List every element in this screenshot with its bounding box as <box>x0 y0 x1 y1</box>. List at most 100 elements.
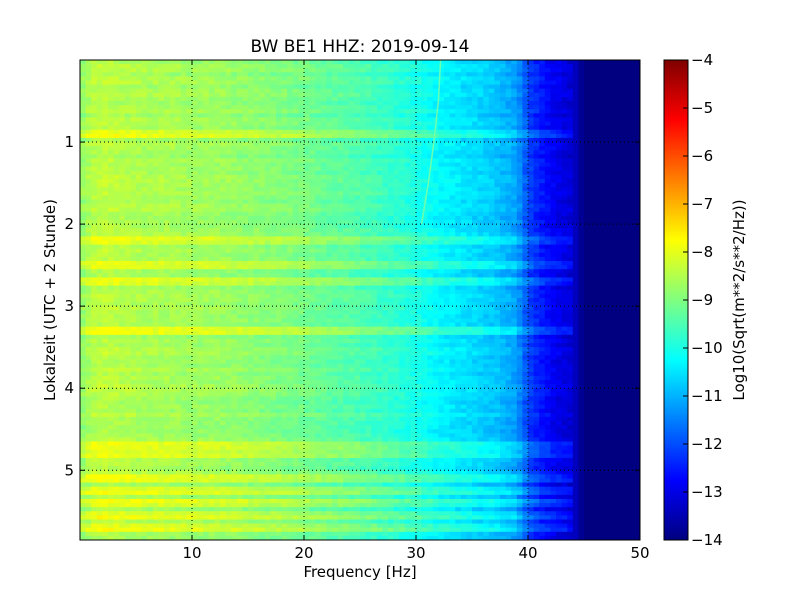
heatmap-cell <box>203 146 210 151</box>
heatmap-cell <box>141 240 148 246</box>
heatmap-cell <box>264 240 271 246</box>
heatmap-cell <box>567 228 574 233</box>
heatmap-cell <box>320 232 327 238</box>
heatmap-cell <box>399 146 406 151</box>
heatmap-cell <box>578 113 585 119</box>
heatmap-cell <box>348 252 355 258</box>
heatmap-cell <box>169 80 176 86</box>
heatmap-cell <box>253 166 260 172</box>
heatmap-cell <box>259 117 266 123</box>
heatmap-cell <box>578 125 585 131</box>
heatmap-cell <box>628 207 635 213</box>
heatmap-cell <box>259 72 266 78</box>
heatmap-cell <box>444 228 451 233</box>
heatmap-cell <box>326 170 333 176</box>
heatmap-cell <box>500 162 507 168</box>
heatmap-cell <box>315 199 322 205</box>
heatmap-cell <box>634 256 640 262</box>
heatmap-cell <box>119 80 126 86</box>
heatmap-cell <box>494 84 501 90</box>
heatmap-cell <box>539 101 546 106</box>
heatmap-cell <box>388 166 395 172</box>
heatmap-cell <box>315 68 322 73</box>
heatmap-cell <box>483 80 490 86</box>
heatmap-cell <box>460 68 467 73</box>
heatmap-cell <box>393 220 400 225</box>
heatmap-cell <box>634 96 640 102</box>
heatmap-cell <box>197 220 204 225</box>
heatmap-cell <box>248 236 255 242</box>
heatmap-cell <box>348 166 355 172</box>
heatmap-cell <box>91 211 98 217</box>
heatmap-cell <box>572 96 579 102</box>
heatmap-cell <box>164 109 171 114</box>
heatmap-cell <box>421 68 428 73</box>
heatmap-cell <box>444 121 451 127</box>
heatmap-cell <box>404 158 411 164</box>
heatmap-cell <box>516 244 523 250</box>
heatmap-cell <box>231 240 238 246</box>
heatmap-cell <box>528 60 535 65</box>
heatmap-cell <box>410 76 417 82</box>
heatmap-cell <box>472 203 479 209</box>
heatmap-cell <box>500 183 507 188</box>
heatmap-cell <box>488 236 495 242</box>
heatmap-cell <box>600 236 607 242</box>
heatmap-cell <box>180 162 187 168</box>
heatmap-cell <box>516 228 523 233</box>
heatmap-cell <box>578 252 585 258</box>
heatmap-cell <box>130 220 137 225</box>
heatmap-cell <box>197 88 204 94</box>
heatmap-cell <box>393 170 400 176</box>
heatmap-cell <box>460 154 467 160</box>
heatmap-cell <box>136 207 143 213</box>
heatmap-cell <box>80 228 87 233</box>
heatmap-cell <box>214 146 221 151</box>
heatmap-cell <box>427 146 434 151</box>
heatmap-cell <box>220 109 227 114</box>
heatmap-cell <box>287 228 294 233</box>
heatmap-cell <box>264 183 271 188</box>
heatmap-cell <box>85 146 92 151</box>
heatmap-cell <box>404 203 411 209</box>
heatmap-cell <box>427 228 434 233</box>
heatmap-cell <box>108 170 115 176</box>
heatmap-cell <box>287 248 294 254</box>
heatmap-cell <box>236 72 243 78</box>
heatmap-cell <box>332 64 339 69</box>
heatmap-cell <box>326 248 333 254</box>
heatmap-cell <box>169 199 176 205</box>
heatmap-cell <box>214 154 221 160</box>
heatmap-cell <box>186 228 193 233</box>
heatmap-cell <box>572 236 579 242</box>
heatmap-cell <box>102 121 109 127</box>
heatmap-cell <box>421 240 428 246</box>
heatmap-cell <box>460 240 467 246</box>
heatmap-cell <box>169 183 176 188</box>
heatmap-cell <box>220 105 227 110</box>
heatmap-cell <box>516 191 523 196</box>
heatmap-cell <box>186 215 193 221</box>
heatmap-cell <box>96 146 103 151</box>
heatmap-cell <box>544 220 551 225</box>
heatmap-cell <box>292 228 299 233</box>
heatmap-cell <box>304 170 311 176</box>
heatmap-cell <box>175 244 182 250</box>
heatmap-cell <box>91 232 98 238</box>
heatmap-cell <box>617 236 624 242</box>
heatmap-cell <box>203 76 210 82</box>
heatmap-cell <box>550 240 557 246</box>
heatmap-cell <box>220 113 227 119</box>
heatmap-cell <box>124 64 131 69</box>
heatmap-cell <box>147 203 154 209</box>
heatmap-cell <box>371 84 378 90</box>
heatmap-cell <box>119 162 126 168</box>
heatmap-cell <box>455 203 462 209</box>
heatmap-cell <box>567 133 574 139</box>
heatmap-cell <box>628 183 635 188</box>
heatmap-cell <box>119 203 126 209</box>
heatmap-cell <box>416 80 423 86</box>
heatmap-cell <box>444 191 451 196</box>
heatmap-cell <box>634 248 640 254</box>
heatmap-cell <box>388 232 395 238</box>
